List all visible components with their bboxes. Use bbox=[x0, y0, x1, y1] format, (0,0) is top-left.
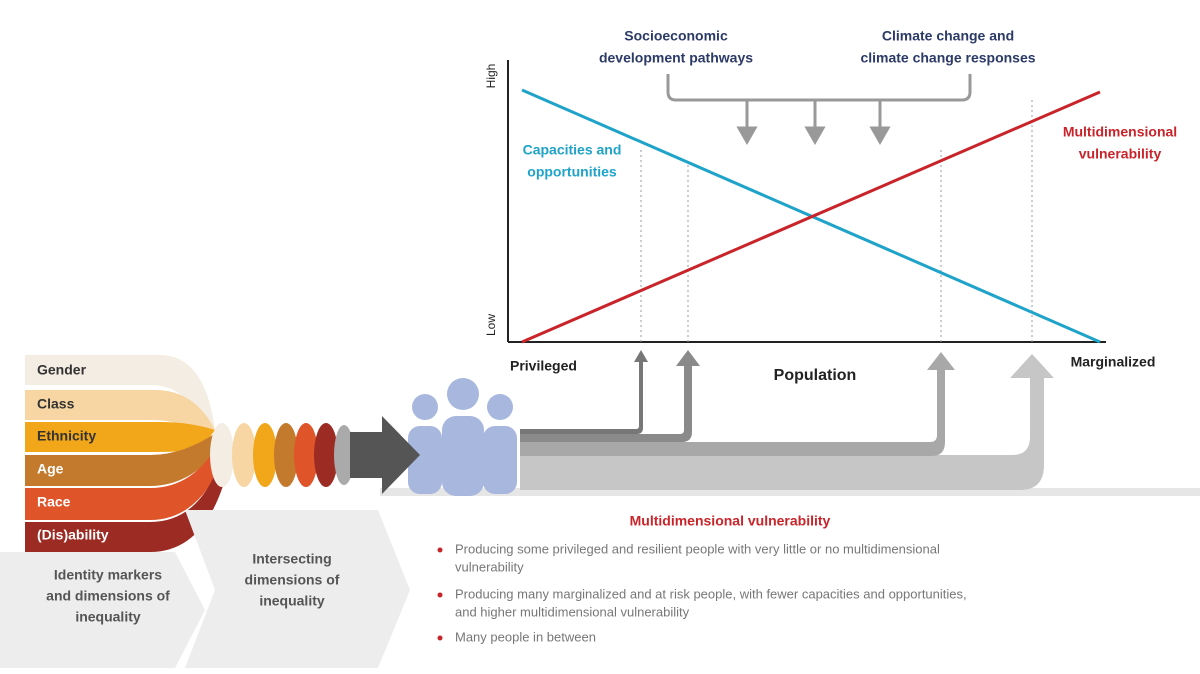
outcome-title: Multidimensional vulnerability bbox=[630, 513, 831, 529]
bullet-text: and higher multidimensional vulnerabilit… bbox=[455, 604, 690, 619]
identity-label: (Dis)ability bbox=[37, 527, 109, 543]
pathways-label: development pathways bbox=[599, 50, 753, 66]
step-label: dimensions of bbox=[245, 572, 340, 588]
bullet-text: Producing some privileged and resilient … bbox=[455, 541, 940, 556]
y-low: Low bbox=[484, 314, 498, 336]
x-title: Population bbox=[774, 367, 857, 384]
step-label: Identity markers bbox=[54, 567, 162, 583]
climate-label: climate change responses bbox=[860, 50, 1035, 66]
bullet-text: Producing many marginalized and at risk … bbox=[455, 586, 967, 601]
identity-label: Ethnicity bbox=[37, 428, 96, 444]
bracket bbox=[666, 74, 972, 102]
vulnerability-label: Multidimensional bbox=[1063, 124, 1177, 140]
y-high: High bbox=[484, 64, 498, 89]
vulnerability-label: vulnerability bbox=[1079, 146, 1162, 162]
x-left-label: Privileged bbox=[510, 358, 577, 374]
step-chevron bbox=[185, 510, 410, 668]
bullet-text: vulnerability bbox=[455, 559, 524, 574]
capacities-label: Capacities and bbox=[523, 142, 622, 158]
flow-medium bbox=[520, 352, 955, 456]
step-label: inequality bbox=[75, 609, 141, 625]
identity-label: Gender bbox=[37, 362, 87, 378]
rope bbox=[210, 416, 420, 494]
identity-label: Class bbox=[37, 396, 75, 412]
x-right-label: Marginalized bbox=[1071, 354, 1156, 370]
identity-label: Race bbox=[37, 494, 71, 510]
capacities-label: opportunities bbox=[527, 164, 617, 180]
flow-small bbox=[520, 350, 700, 442]
identity-tabs bbox=[25, 355, 230, 552]
bullet-text: Many people in between bbox=[455, 629, 596, 644]
pathways-label: Socioeconomic bbox=[624, 28, 728, 44]
step-label: and dimensions of bbox=[46, 588, 170, 604]
step-label: inequality bbox=[259, 593, 325, 609]
identity-label: Age bbox=[37, 461, 64, 477]
dotted-lines bbox=[640, 100, 1033, 342]
climate-label: Climate change and bbox=[882, 28, 1014, 44]
vulnerability-line bbox=[521, 90, 1101, 344]
step-chevron bbox=[0, 552, 205, 668]
down-arrows bbox=[736, 100, 891, 146]
people-icon bbox=[408, 378, 517, 496]
bullets bbox=[437, 547, 443, 641]
ground bbox=[380, 488, 1200, 496]
step-label: Intersecting bbox=[252, 551, 331, 567]
